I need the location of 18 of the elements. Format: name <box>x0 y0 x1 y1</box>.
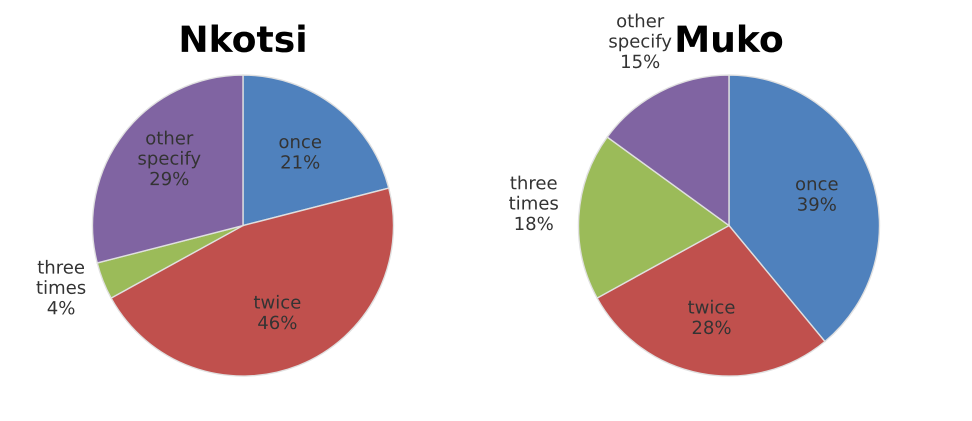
chart-title: Muko <box>678 24 782 52</box>
slice-label: once <box>279 138 321 148</box>
slice-label: once <box>796 180 838 190</box>
data-label: 18% <box>516 216 553 230</box>
chart-title: Nkotsi <box>182 24 305 52</box>
slice-label: other specify <box>138 130 201 168</box>
data-label: 29% <box>150 172 188 186</box>
data-label: 21% <box>281 155 320 169</box>
data-label: 46% <box>258 316 296 330</box>
data-label: 4% <box>48 300 74 315</box>
data-label: 28% <box>692 320 731 334</box>
data-label: 15% <box>622 54 660 68</box>
slice-label: other specify <box>609 14 672 52</box>
data-label: 39% <box>798 197 836 211</box>
slice-label: three times <box>36 260 86 294</box>
slice-label: twice <box>688 300 735 314</box>
slice-label: three times <box>509 176 558 210</box>
slice-label: twice <box>254 294 300 309</box>
